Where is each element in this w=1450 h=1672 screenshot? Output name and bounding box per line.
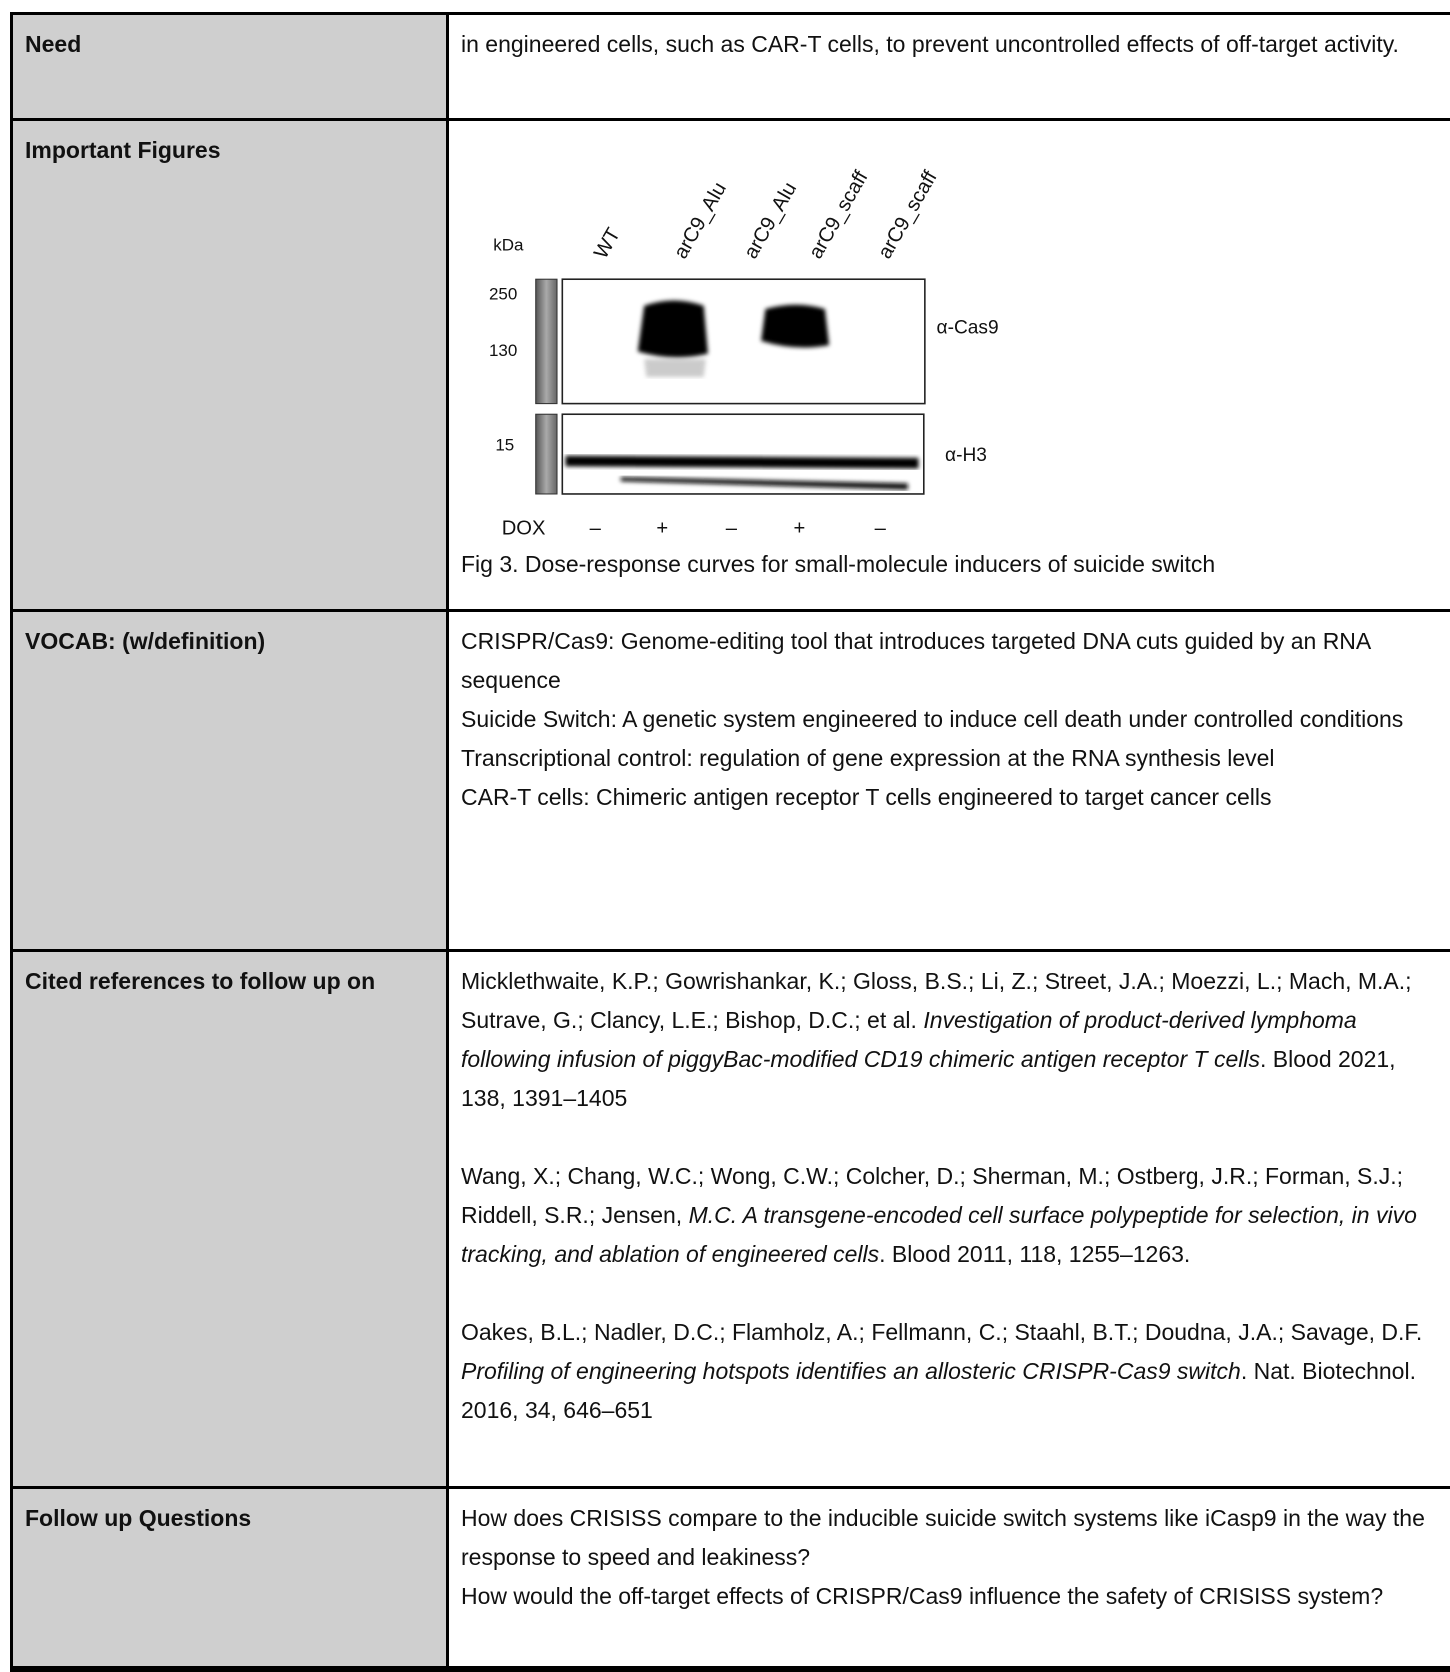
ref-authors: Oakes, B.L.; Nadler, D.C.; Flamholz, A.;… xyxy=(461,1319,1422,1345)
question: How would the off-target effects of CRIS… xyxy=(461,1577,1438,1616)
page: Need in engineered cells, such as CAR-T … xyxy=(0,0,1450,1669)
row-text: in engineered cells, such as CAR-T cells… xyxy=(449,15,1450,118)
figure-cell: kDa WT arC9_Alu arC9_Alu arC9_scaff arC9… xyxy=(449,121,1450,609)
vocab-entry: CRISPR/Cas9: Genome-editing tool that in… xyxy=(461,622,1438,700)
row-label: Need xyxy=(13,15,446,118)
row-label: Cited references to follow up on xyxy=(13,952,446,1486)
antibody-label: α-Cas9 xyxy=(937,317,999,338)
antibody-label: α-H3 xyxy=(945,445,987,466)
treatment-sign: – xyxy=(875,517,887,539)
figure-caption: Fig 3. Dose-response curves for small-mo… xyxy=(461,545,1438,584)
questions-cell: How does CRISISS compare to the inducibl… xyxy=(449,1489,1450,1666)
notes-table: Need in engineered cells, such as CAR-T … xyxy=(10,12,1450,1672)
lane-label: arC9_Alu xyxy=(740,179,801,263)
lane-label: WT xyxy=(590,224,625,262)
ref-source: . Blood 2011, 118, 1255–1263. xyxy=(879,1241,1190,1267)
treatment-sign: + xyxy=(656,517,668,539)
marker-label: 15 xyxy=(495,435,514,454)
reference: Wang, X.; Chang, W.C.; Wong, C.W.; Colch… xyxy=(461,1157,1438,1274)
marker-lane xyxy=(536,414,557,494)
vocab-entry: CAR-T cells: Chimeric antigen receptor T… xyxy=(461,778,1438,817)
marker-lane xyxy=(536,279,557,403)
treatment-label: DOX xyxy=(502,517,546,539)
treatment-sign: + xyxy=(794,517,806,539)
treatment-sign: – xyxy=(590,517,602,539)
unit-label: kDa xyxy=(493,236,524,255)
band xyxy=(566,456,919,469)
lane-label: arC9_scaff xyxy=(874,167,942,263)
vocab-entry: Transcriptional control: regulation of g… xyxy=(461,739,1438,778)
row-label: Follow up Questions xyxy=(13,1489,446,1666)
marker-label: 130 xyxy=(489,341,517,360)
ref-title: Profiling of engineering hotspots identi… xyxy=(461,1358,1241,1384)
row-label: Important Figures xyxy=(13,121,446,609)
blot-panel xyxy=(562,279,925,403)
band xyxy=(644,359,706,377)
reference: Oakes, B.L.; Nadler, D.C.; Flamholz, A.;… xyxy=(461,1313,1438,1430)
treatment-sign: – xyxy=(726,517,738,539)
references-cell: Micklethwaite, K.P.; Gowrishankar, K.; G… xyxy=(449,952,1450,1486)
lane-label: arC9_scaff xyxy=(805,167,873,263)
vocab-cell: CRISPR/Cas9: Genome-editing tool that in… xyxy=(449,612,1450,949)
marker-label: 250 xyxy=(489,284,517,303)
band xyxy=(638,300,708,357)
western-blot: kDa WT arC9_Alu arC9_Alu arC9_scaff arC9… xyxy=(461,141,1057,545)
lane-label: arC9_Alu xyxy=(670,179,731,263)
band xyxy=(761,305,829,348)
row-label: VOCAB: (w/definition) xyxy=(13,612,446,949)
vocab-entry: Suicide Switch: A genetic system enginee… xyxy=(461,700,1438,739)
reference: Micklethwaite, K.P.; Gowrishankar, K.; G… xyxy=(461,962,1438,1118)
question: How does CRISISS compare to the inducibl… xyxy=(461,1499,1438,1577)
